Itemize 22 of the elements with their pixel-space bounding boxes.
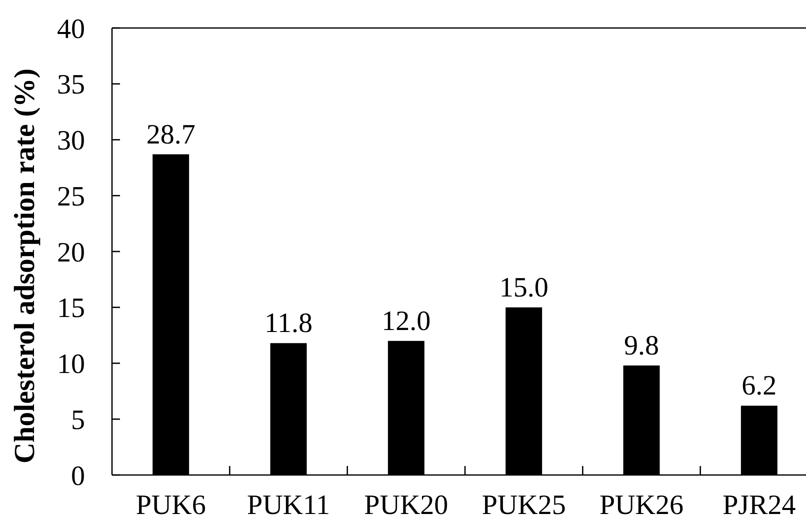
y-tick-label: 5	[71, 404, 85, 436]
x-tick-label: PJR24	[722, 490, 796, 519]
y-tick-label: 15	[57, 293, 85, 324]
y-tick-label: 35	[57, 70, 85, 101]
y-tick-label: 0	[71, 460, 85, 492]
y-axis-title: Cholesterol adsorption rate (%)	[9, 68, 41, 464]
x-tick-label: PUK25	[482, 490, 566, 519]
data-label: 6.2	[742, 370, 777, 402]
data-label: 12.0	[382, 306, 431, 337]
x-tick-label: PUK11	[247, 490, 330, 519]
data-label: 11.8	[264, 308, 312, 340]
y-tick-label: 30	[57, 126, 85, 157]
data-label: 15.0	[499, 272, 548, 304]
y-tick-label: 20	[57, 237, 85, 268]
data-label: 28.7	[146, 119, 196, 150]
x-tick-label: PUK26	[599, 490, 684, 519]
y-tick-label: 40	[57, 14, 85, 45]
y-tick-label: 10	[57, 349, 85, 380]
x-tick-label: PUK6	[136, 490, 206, 519]
x-tick-label: PUK20	[364, 490, 448, 519]
y-tick-label: 25	[57, 181, 85, 212]
data-label: 9.8	[624, 330, 659, 362]
